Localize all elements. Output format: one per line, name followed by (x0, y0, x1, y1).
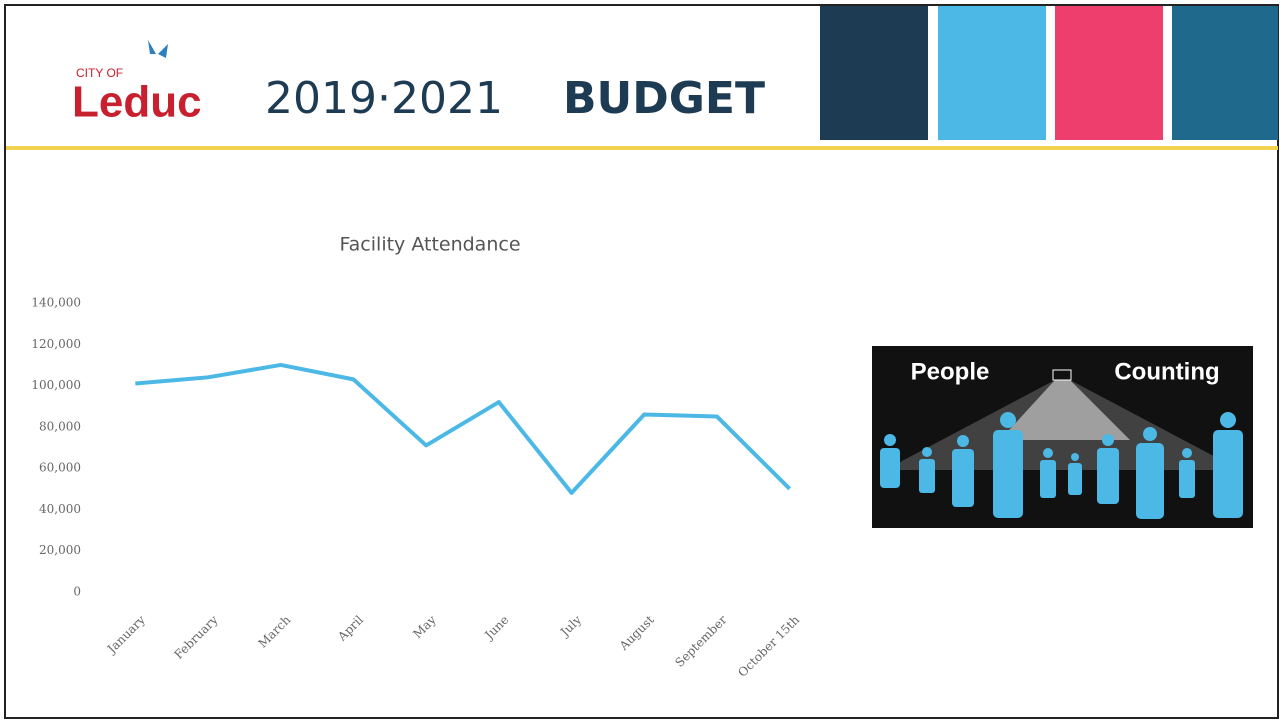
people-counting-image: People Counting (872, 346, 1253, 528)
color-block (1055, 6, 1163, 140)
logo-text: Leduc (72, 78, 202, 127)
y-tick-label: 60,000 (39, 461, 81, 475)
y-tick-label: 80,000 (39, 419, 81, 433)
y-tick-label: 40,000 (39, 502, 81, 516)
y-tick-label: 20,000 (39, 543, 81, 557)
y-tick-label: 100,000 (31, 378, 81, 392)
chart-title: Facility Attendance (339, 234, 520, 256)
color-block (1172, 6, 1278, 140)
logo-mark (148, 40, 168, 58)
image-label: Counting (1114, 358, 1219, 385)
sensor (1052, 369, 1072, 381)
light-beam (1000, 380, 1130, 440)
color-block (938, 6, 1046, 140)
y-tick-label: 120,000 (31, 337, 81, 351)
logo-small: CITY OF (76, 66, 123, 80)
data-line (135, 362, 792, 495)
y-tick-label: 0 (73, 585, 81, 599)
y-tick-label: 140,000 (31, 296, 81, 310)
budget-word: BUDGET (563, 73, 765, 124)
color-block (820, 6, 928, 140)
image-label: People (911, 358, 990, 385)
header-rule (6, 146, 1278, 150)
people-icons (880, 412, 1243, 519)
budget-years: 2019·2021 (265, 73, 503, 124)
